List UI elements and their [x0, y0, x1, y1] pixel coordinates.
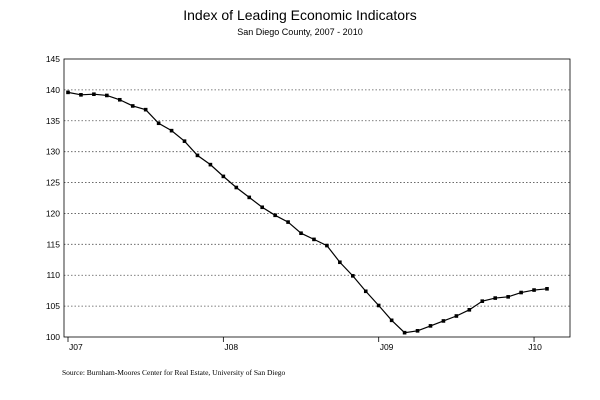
- data-point: [105, 93, 109, 98]
- data-point: [156, 121, 161, 126]
- grid-lines: [64, 89, 570, 307]
- x-tick-label: J10: [528, 342, 542, 352]
- data-point: [532, 288, 536, 292]
- data-point: [389, 318, 394, 323]
- x-axis-ticks: J07 J08 J09 J10: [67, 337, 542, 352]
- data-point: [221, 174, 226, 179]
- data-point: [247, 195, 252, 200]
- data-point: [376, 303, 381, 308]
- data-point: [79, 93, 83, 97]
- data-point: [195, 153, 200, 158]
- data-point: [92, 92, 96, 97]
- y-tick-label: 140: [46, 85, 60, 95]
- data-point: [415, 329, 420, 333]
- data-points: [66, 90, 549, 335]
- series-line: [67, 91, 548, 334]
- y-tick-label: 125: [46, 178, 60, 188]
- data-point: [545, 287, 549, 291]
- source-note: Source: Burnham-Moores Center for Real E…: [62, 368, 286, 377]
- data-point: [467, 308, 472, 312]
- data-point: [312, 237, 316, 242]
- data-point: [130, 104, 135, 108]
- data-point: [519, 290, 523, 295]
- y-tick-label: 120: [46, 208, 60, 218]
- data-point: [441, 319, 446, 323]
- data-point: [480, 299, 485, 303]
- y-tick-label: 135: [46, 116, 60, 126]
- data-point: [208, 162, 213, 167]
- data-point: [117, 97, 122, 102]
- data-point: [299, 231, 303, 236]
- x-tick-label: J07: [69, 342, 83, 352]
- data-point: [428, 324, 433, 328]
- data-point: [493, 296, 498, 300]
- chart-title: Index of Leading Economic Indicators: [183, 7, 416, 23]
- data-point: [260, 205, 264, 210]
- data-point: [363, 289, 368, 294]
- data-point: [506, 295, 510, 299]
- data-point: [402, 330, 407, 335]
- data-point: [182, 139, 187, 143]
- y-tick-label: 145: [46, 54, 60, 64]
- x-tick-label: J08: [224, 342, 238, 352]
- data-point: [454, 314, 459, 318]
- data-point: [234, 185, 239, 190]
- data-point: [143, 107, 148, 112]
- x-tick-label: J09: [380, 342, 394, 352]
- data-point: [273, 213, 277, 218]
- data-point: [66, 90, 70, 95]
- y-tick-label: 100: [46, 332, 60, 342]
- data-point: [169, 128, 174, 133]
- data-point: [286, 220, 290, 224]
- data-point: [351, 274, 355, 278]
- y-axis-ticks: 100 105 110 115 120 125 130 135 140 145: [46, 54, 60, 342]
- y-tick-label: 115: [46, 239, 60, 249]
- data-point: [325, 243, 329, 248]
- y-tick-label: 105: [46, 301, 60, 311]
- data-point: [338, 260, 342, 265]
- y-tick-label: 130: [46, 147, 60, 157]
- plot-frame: [63, 58, 571, 338]
- chart-subtitle: San Diego County, 2007 - 2010: [237, 27, 362, 37]
- y-tick-label: 110: [46, 270, 60, 280]
